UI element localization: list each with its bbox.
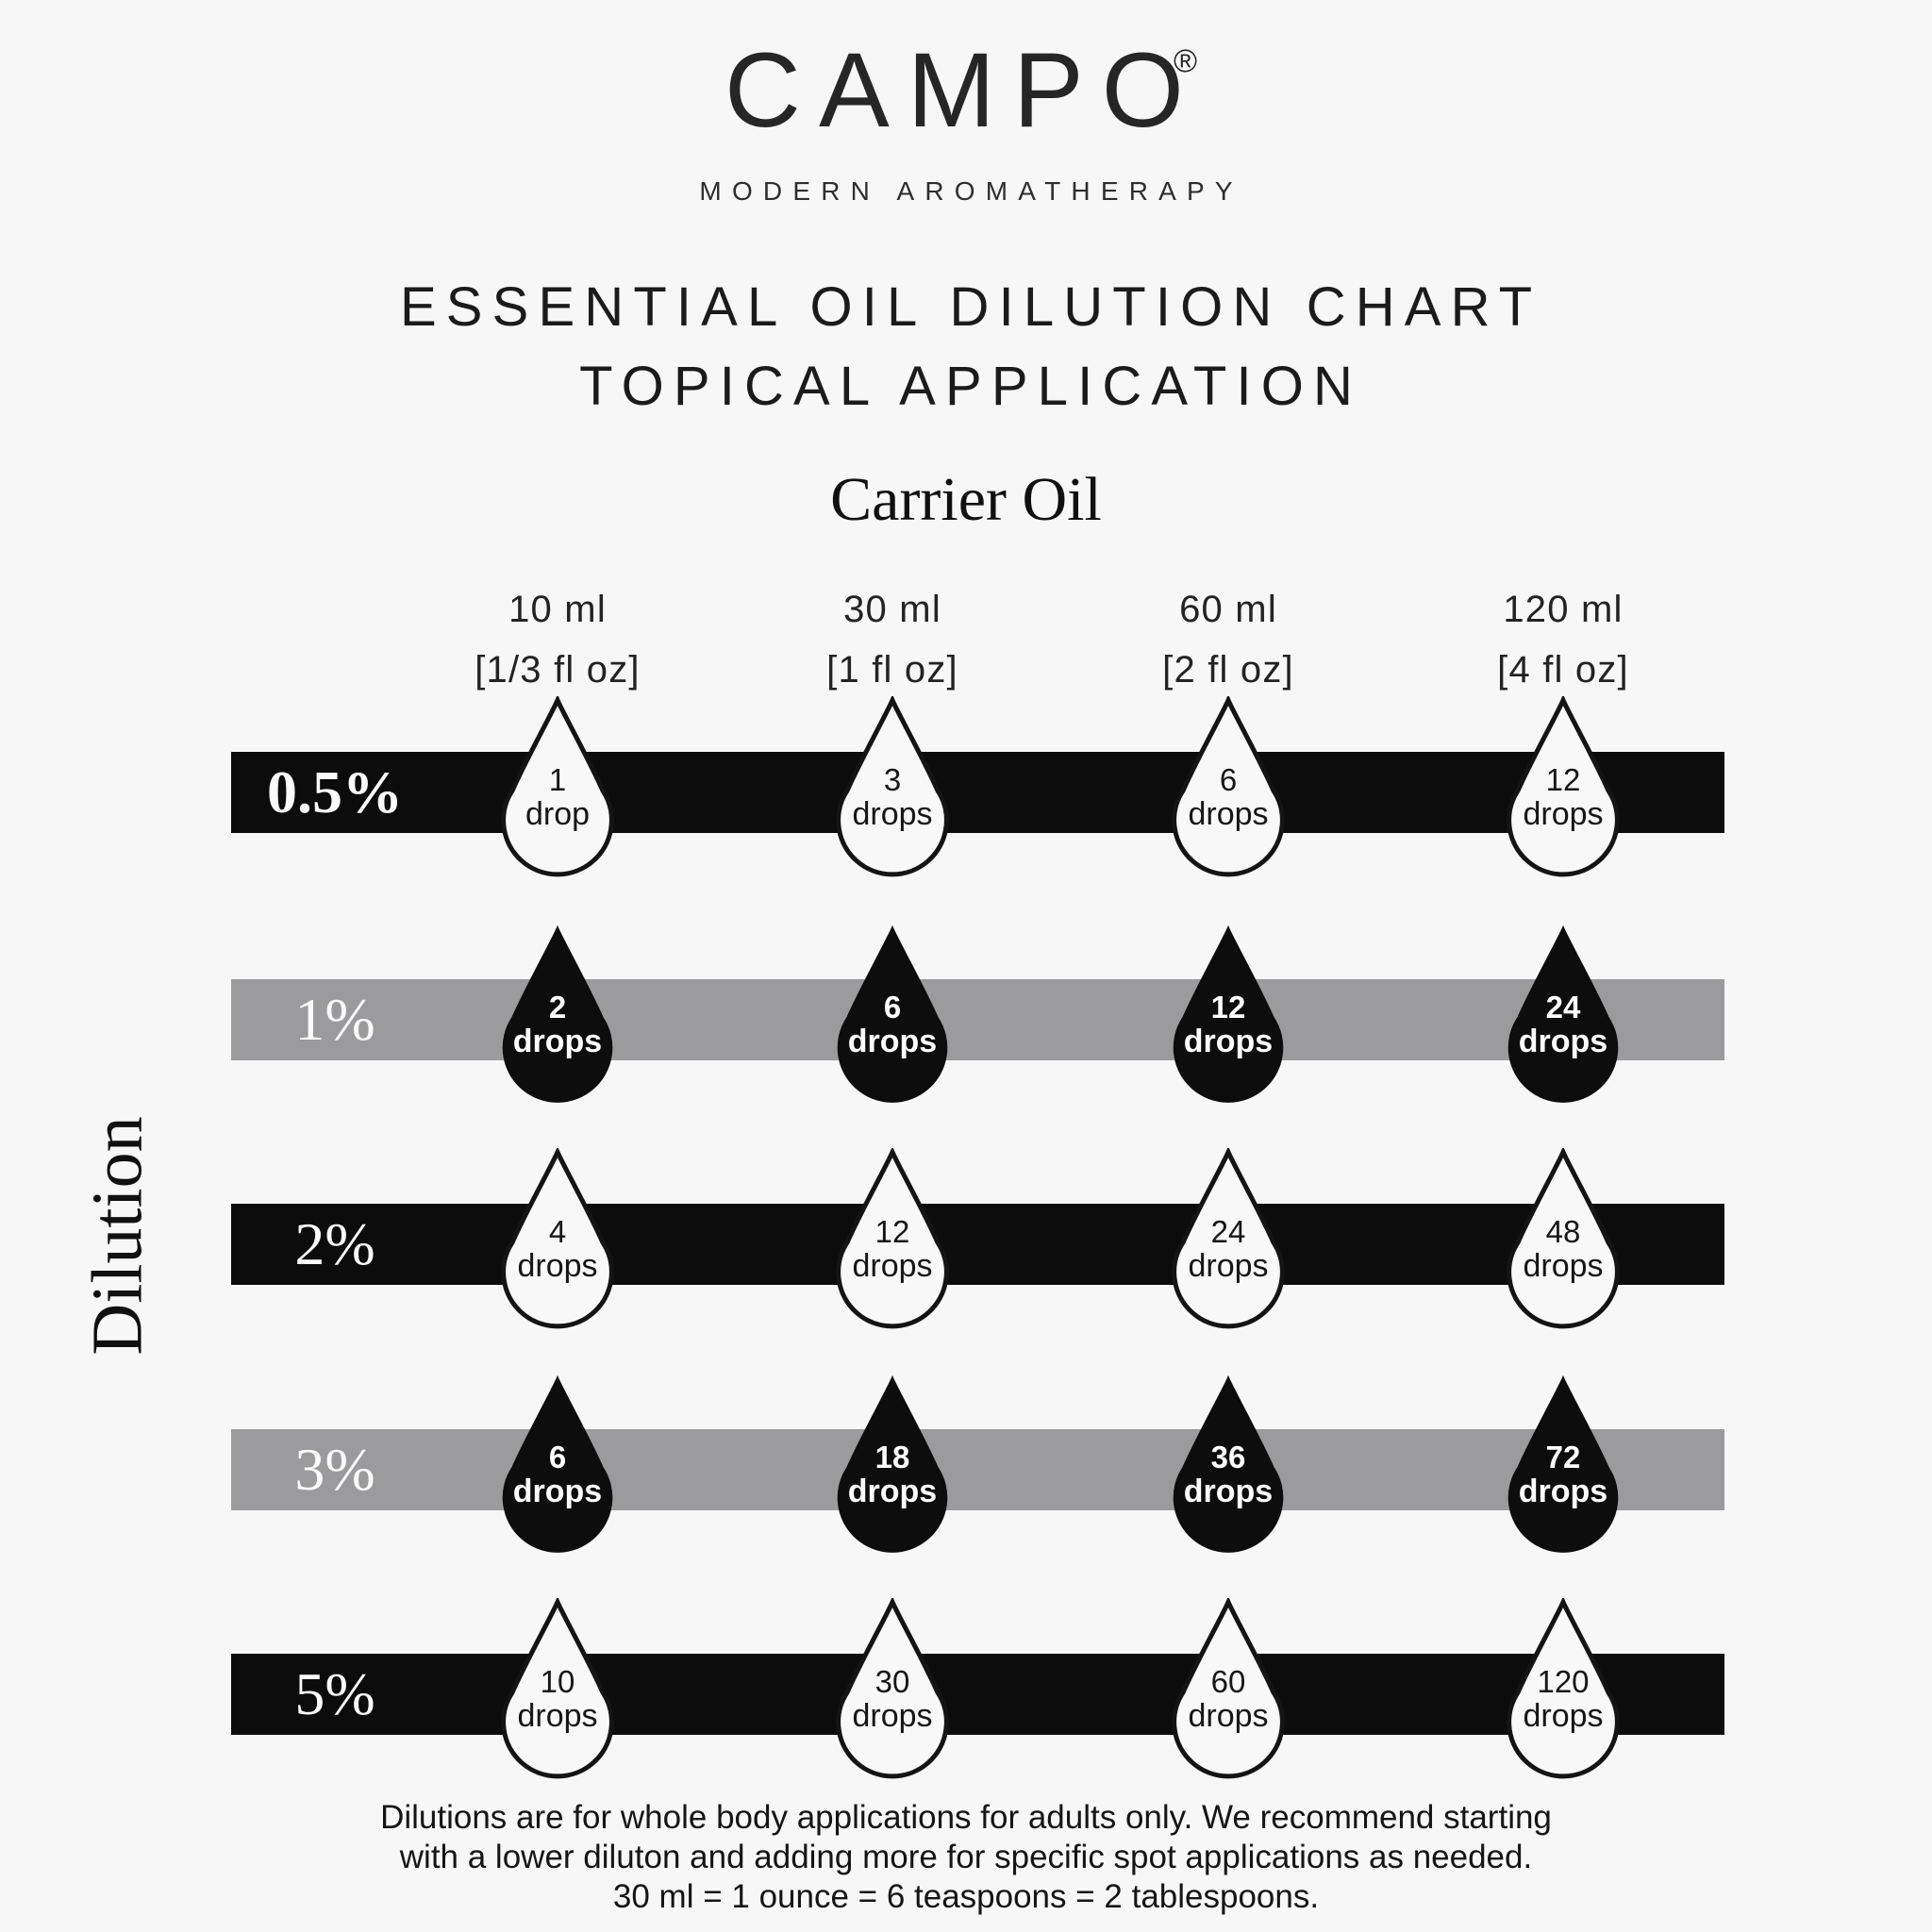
- row-bar: [231, 752, 1724, 833]
- droplet-icon: [1172, 1148, 1285, 1329]
- column-header-10ml: 10 ml [1/3 fl oz]: [397, 579, 718, 700]
- chart-title: ESSENTIAL OIL DILUTION CHART TOPICAL APP…: [0, 268, 1932, 426]
- droplet-0.5pct-10ml: 1 drop: [496, 696, 619, 877]
- column-volume-floz: [2 fl oz]: [1162, 649, 1294, 691]
- droplet-icon: [1507, 1374, 1619, 1553]
- droplet-3pct-60ml: 36 drops: [1167, 1374, 1290, 1555]
- droplet-value: 30 drops: [852, 1664, 933, 1734]
- droplet-value: 72 drops: [1518, 1440, 1608, 1509]
- droplet-icon: [501, 696, 614, 877]
- droplet-1pct-120ml: 24 drops: [1502, 924, 1624, 1105]
- droplet-value: 24 drops: [1518, 990, 1608, 1059]
- droplet-value: 12 drops: [852, 1214, 933, 1284]
- droplet-3pct-120ml: 72 drops: [1502, 1374, 1624, 1555]
- column-volume-ml: 120 ml: [1503, 589, 1624, 630]
- column-header-30ml: 30 ml [1 fl oz]: [732, 579, 1053, 700]
- droplet-2pct-60ml: 24 drops: [1167, 1148, 1290, 1329]
- droplet-value: 10 drops: [517, 1664, 598, 1734]
- footnote-line1: Dilutions are for whole body application…: [380, 1799, 1552, 1836]
- column-volume-floz: [1 fl oz]: [826, 649, 958, 691]
- dilution-percentage-label: 1%: [294, 986, 375, 1053]
- droplet-5pct-120ml: 120 drops: [1502, 1598, 1624, 1779]
- dilution-axis-title: Dilution: [77, 1116, 158, 1356]
- column-volume-ml: 30 ml: [843, 589, 941, 630]
- registered-trademark-symbol: ®: [1173, 43, 1197, 79]
- droplet-value: 6 drops: [512, 1440, 603, 1509]
- droplet-icon: [836, 1148, 949, 1329]
- droplet-value: 12 drops: [1183, 990, 1274, 1059]
- row-bar: [231, 979, 1724, 1060]
- chart-title-line1: ESSENTIAL OIL DILUTION CHART: [399, 276, 1542, 338]
- dilution-percentage-label: 0.5%: [267, 758, 403, 825]
- column-volume-ml: 10 ml: [508, 589, 607, 630]
- droplet-value: 120 drops: [1523, 1664, 1604, 1734]
- droplet-icon: [836, 1598, 949, 1779]
- droplet-value: 60 drops: [1188, 1664, 1269, 1734]
- droplet-icon: [837, 924, 948, 1103]
- droplet-2pct-30ml: 12 drops: [831, 1148, 954, 1329]
- row-bar: [231, 1204, 1724, 1285]
- droplet-icon: [836, 696, 949, 877]
- droplet-value: 6 drops: [1188, 762, 1269, 832]
- droplet-2pct-120ml: 48 drops: [1502, 1148, 1624, 1329]
- brand-tagline: MODERN AROMATHERAPY: [699, 176, 1243, 206]
- droplet-icon: [1507, 1598, 1620, 1779]
- droplet-1pct-30ml: 6 drops: [831, 924, 954, 1105]
- droplet-value: 18 drops: [847, 1440, 938, 1509]
- droplet-icon: [1507, 696, 1620, 877]
- column-volume-floz: [1/3 fl oz]: [475, 649, 641, 691]
- dilution-percentage-label: 2%: [294, 1210, 375, 1277]
- row-bar: [231, 1654, 1724, 1735]
- droplet-icon: [1172, 696, 1285, 877]
- droplet-icon: [1173, 924, 1284, 1103]
- chart-title-line2: TOPICAL APPLICATION: [579, 356, 1363, 417]
- droplet-icon: [1507, 924, 1619, 1103]
- droplet-0.5pct-30ml: 3 drops: [831, 696, 954, 877]
- droplet-5pct-60ml: 60 drops: [1167, 1598, 1290, 1779]
- brand-logo-text: CAMPO: [724, 31, 1202, 149]
- droplet-value: 36 drops: [1183, 1440, 1274, 1509]
- droplet-0.5pct-60ml: 6 drops: [1167, 696, 1290, 877]
- droplet-value: 4 drops: [517, 1214, 598, 1284]
- column-header-60ml: 60 ml [2 fl oz]: [1068, 579, 1389, 700]
- droplet-icon: [502, 924, 613, 1103]
- droplet-value: 3 drops: [852, 762, 933, 832]
- droplet-1pct-60ml: 12 drops: [1167, 924, 1290, 1105]
- column-volume-floz: [4 fl oz]: [1497, 649, 1629, 691]
- brand-header: CAMPO® MODERN AROMATHERAPY: [0, 0, 1932, 207]
- droplet-3pct-10ml: 6 drops: [496, 1374, 619, 1555]
- droplet-5pct-10ml: 10 drops: [496, 1598, 619, 1779]
- droplet-icon: [1172, 1598, 1285, 1779]
- dilution-percentage-label: 5%: [294, 1660, 375, 1727]
- droplet-2pct-10ml: 4 drops: [496, 1148, 619, 1329]
- row-bar: [231, 1429, 1724, 1510]
- footnote-line3: 30 ml = 1 ounce = 6 teaspoons = 2 tables…: [612, 1878, 1320, 1915]
- droplet-5pct-30ml: 30 drops: [831, 1598, 954, 1779]
- carrier-oil-axis-title: Carrier Oil: [830, 465, 1102, 534]
- droplet-icon: [837, 1374, 948, 1553]
- droplet-icon: [501, 1598, 614, 1779]
- footnote: Dilutions are for whole body application…: [0, 1798, 1932, 1917]
- column-header-120ml: 120 ml [4 fl oz]: [1403, 579, 1724, 700]
- droplet-0.5pct-120ml: 12 drops: [1502, 696, 1624, 877]
- droplet-value: 1 drop: [525, 762, 591, 832]
- dilution-percentage-label: 3%: [294, 1436, 375, 1503]
- droplet-value: 24 drops: [1188, 1214, 1269, 1284]
- droplet-icon: [1173, 1374, 1284, 1553]
- droplet-value: 6 drops: [847, 990, 938, 1059]
- droplet-value: 12 drops: [1523, 762, 1604, 832]
- droplet-icon: [502, 1374, 613, 1553]
- droplet-1pct-10ml: 2 drops: [496, 924, 619, 1105]
- droplet-3pct-30ml: 18 drops: [831, 1374, 954, 1555]
- column-volume-ml: 60 ml: [1179, 589, 1277, 630]
- brand-logo: CAMPO®: [0, 38, 1932, 169]
- droplet-icon: [1507, 1148, 1620, 1329]
- droplet-icon: [501, 1148, 614, 1329]
- droplet-value: 2 drops: [512, 990, 603, 1059]
- droplet-value: 48 drops: [1523, 1214, 1604, 1284]
- footnote-line2: with a lower diluton and adding more for…: [399, 1839, 1533, 1875]
